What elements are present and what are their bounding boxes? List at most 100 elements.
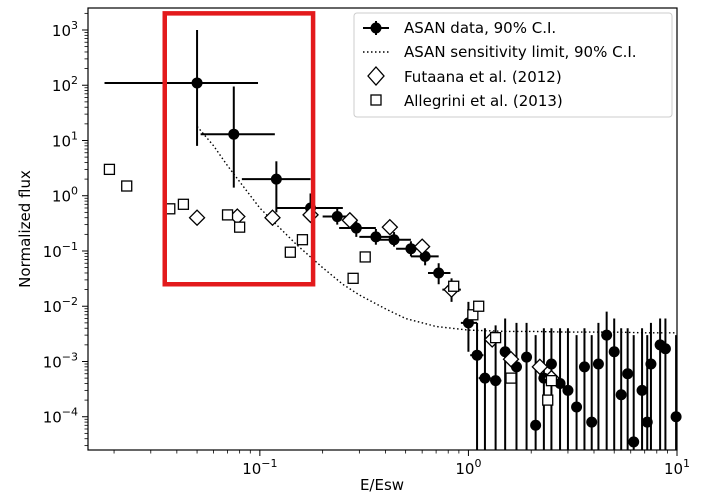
asan-data-point xyxy=(530,335,542,450)
asan-data-point xyxy=(615,328,627,450)
futaana-marker xyxy=(188,209,206,227)
futaana-marker xyxy=(413,238,431,256)
x-tick-label: 101 xyxy=(664,457,690,478)
asan-data-point xyxy=(339,220,376,237)
futaana-marker xyxy=(381,218,399,236)
allegrini-marker xyxy=(473,300,485,312)
asan-data-marker xyxy=(545,358,557,370)
legend-marker-asan-data xyxy=(363,21,389,35)
allegrini-marker xyxy=(359,251,371,263)
asan-data-marker xyxy=(490,375,502,387)
asan-data-point xyxy=(571,335,583,450)
allegrini-marker xyxy=(505,372,517,384)
allegrini-marker xyxy=(284,246,296,258)
asan-data-marker xyxy=(659,343,671,355)
asan-data-point xyxy=(670,335,682,450)
asan-data-marker xyxy=(670,411,682,423)
asan-data-point xyxy=(636,328,648,450)
asan-data-point xyxy=(538,328,550,450)
asan-data-point xyxy=(659,318,671,450)
asan-data-marker xyxy=(554,377,566,389)
y-tick-label: 100 xyxy=(52,185,78,206)
asan-data-marker xyxy=(471,349,483,361)
asan-data-marker xyxy=(578,361,590,373)
asan-data-marker xyxy=(228,128,240,140)
axis-ticks: 10−1 100 101 10−4 10−3 10−2 10−1 100 101 102 103 xyxy=(43,12,690,478)
asan-data-point xyxy=(586,335,598,450)
asan-data-marker xyxy=(586,416,598,428)
asan-data-marker xyxy=(521,351,533,363)
plot-frame xyxy=(87,7,678,451)
futaana-marker xyxy=(341,211,359,229)
y-tick-label: 10−2 xyxy=(43,295,78,316)
allegrini-marker xyxy=(347,272,359,284)
legend-label-futaana: Futaana et al. (2012) xyxy=(404,68,562,86)
x-tick-label: 10−1 xyxy=(242,457,277,478)
legend-frame xyxy=(353,12,673,118)
asan-data-point xyxy=(645,322,657,450)
asan-data-point xyxy=(470,322,484,450)
asan-data-marker xyxy=(622,368,634,380)
asan-data-marker xyxy=(270,173,282,185)
legend-label-asan-data: ASAN data, 90% C.I. xyxy=(404,19,556,37)
allegrini-marker xyxy=(177,198,190,210)
asan-data-point xyxy=(562,328,574,450)
asan-data-point xyxy=(578,328,590,450)
asan-data-marker xyxy=(388,234,400,246)
asan-data-point xyxy=(654,318,666,450)
legend: ASAN data, 90% C.I. ASAN sensitivity lim… xyxy=(353,12,673,118)
asan-data-point xyxy=(499,318,511,450)
asan-data-point xyxy=(592,322,604,450)
y-tick-label: 10−4 xyxy=(43,406,78,427)
asan-data-marker xyxy=(433,267,445,279)
plot-area xyxy=(103,29,682,450)
asan-data-marker xyxy=(601,329,613,341)
futaana-marker xyxy=(531,358,549,376)
y-tick-label: 103 xyxy=(52,19,78,40)
asan-data-point xyxy=(478,328,491,450)
allegrini-marker xyxy=(489,332,502,344)
futaana-marker xyxy=(302,206,319,224)
asan-data-point xyxy=(628,335,640,450)
asan-data-marker xyxy=(615,389,627,401)
asan-data-marker xyxy=(571,401,583,413)
asan-data-point xyxy=(601,311,613,450)
asan-data-point xyxy=(545,328,557,450)
asan-data-point xyxy=(608,318,620,450)
asan-data-marker xyxy=(592,358,604,370)
asan-data-point xyxy=(554,328,566,450)
allegrini-marker xyxy=(542,394,554,406)
asan-data-point xyxy=(104,29,259,146)
allegrini-marker xyxy=(467,309,479,321)
asan-data-point xyxy=(359,229,395,245)
allegrini-marker xyxy=(103,163,116,176)
sensitivity-limit-line xyxy=(196,125,677,334)
allegrini-marker xyxy=(545,374,558,387)
asan-data-marker xyxy=(370,231,382,243)
allegrini-marker xyxy=(296,234,309,246)
asan-data-marker xyxy=(530,419,542,431)
asan-data-marker xyxy=(350,222,362,234)
asan-data-point xyxy=(427,263,451,285)
asan-data-point xyxy=(378,232,411,247)
plot-frame-layer xyxy=(87,7,678,451)
allegrini-marker xyxy=(448,280,460,292)
highlight-box-layer xyxy=(162,11,316,287)
asan-data-marker xyxy=(191,77,203,89)
asan-data-point xyxy=(241,161,311,213)
y-tick-label: 10−1 xyxy=(43,240,78,261)
y-tick-label: 101 xyxy=(52,129,78,150)
asan-data-marker xyxy=(636,384,648,396)
x-axis-label: E/Esw xyxy=(360,476,404,494)
highlight-box xyxy=(162,11,316,287)
asan-data-marker xyxy=(479,372,491,384)
asan-data-marker xyxy=(628,436,640,448)
asan-data-point xyxy=(200,86,275,188)
futaana-marker xyxy=(502,350,520,368)
y-axis-label: Normalized flux xyxy=(16,170,34,288)
asan-data-marker xyxy=(331,211,343,223)
asan-data-point xyxy=(521,322,533,450)
asan-data-marker xyxy=(405,243,417,255)
legend-marker-futaana xyxy=(367,66,385,86)
